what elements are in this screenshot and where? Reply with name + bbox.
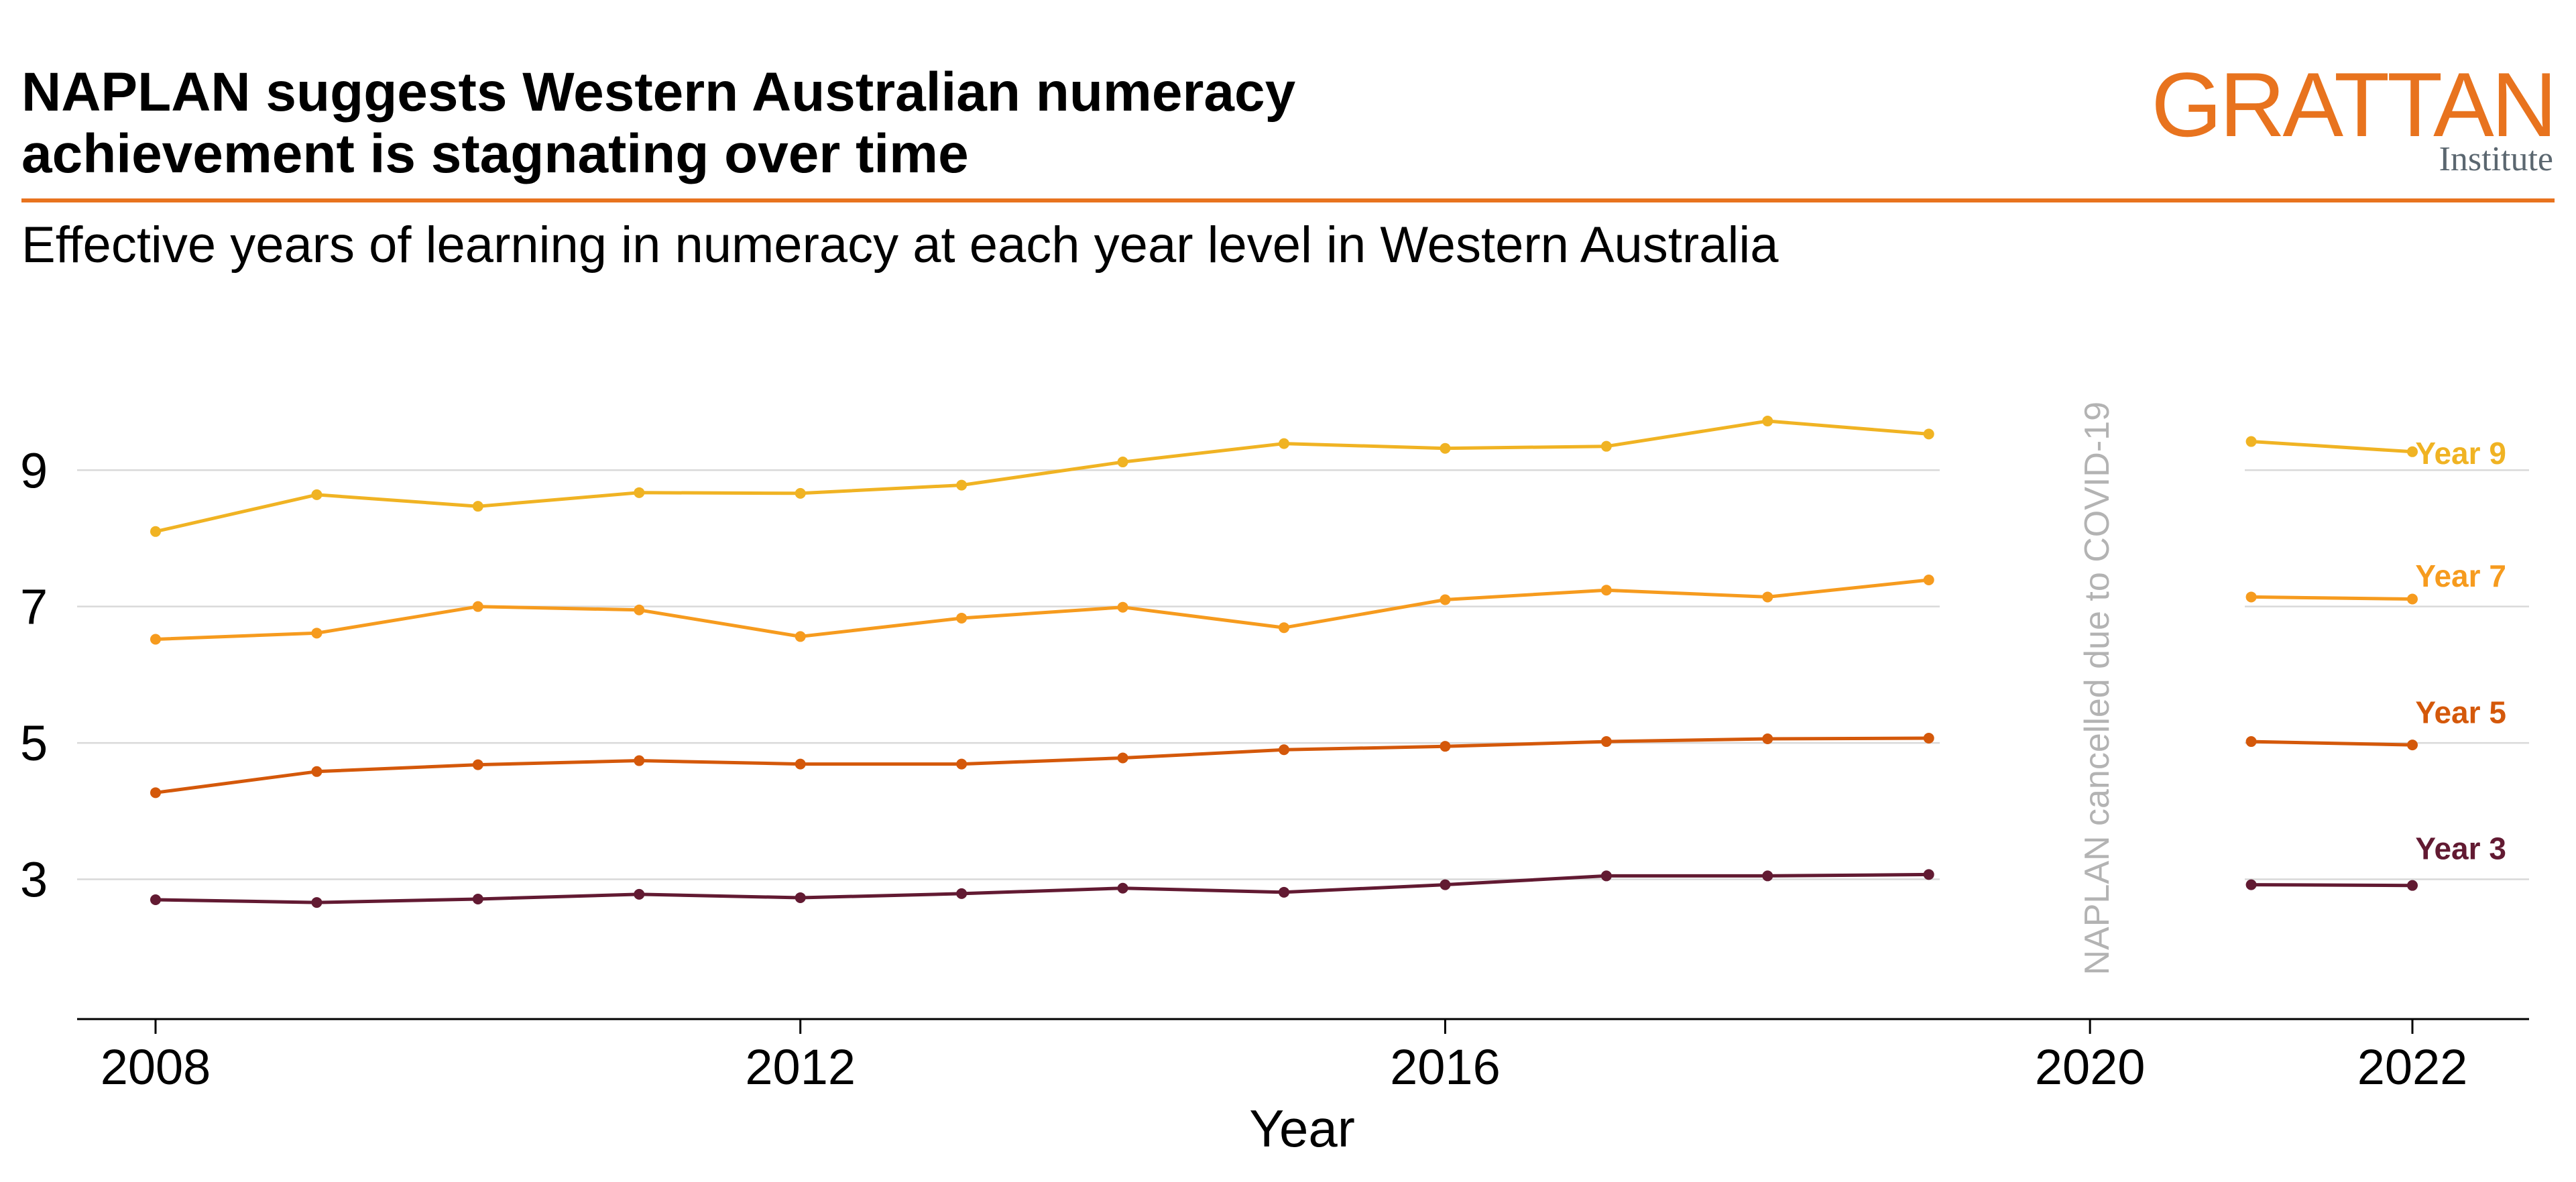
- data-point: [1279, 886, 1289, 898]
- data-point: [1762, 733, 1773, 744]
- series-year-7: [150, 575, 2418, 645]
- data-point: [311, 628, 323, 639]
- data-point: [634, 604, 645, 615]
- data-point: [1923, 428, 1934, 440]
- logo-subtext: Institute: [2439, 140, 2553, 178]
- data-point: [1762, 591, 1773, 603]
- series-label: Year 5: [2415, 695, 2506, 729]
- data-point: [1440, 442, 1451, 454]
- data-point: [150, 894, 161, 906]
- annotations: NAPLAN cancelled due to COVID-19: [2078, 402, 2117, 976]
- data-point: [2407, 880, 2418, 891]
- y-tick-label: 7: [20, 579, 48, 635]
- data-point: [795, 758, 806, 770]
- series-labels: Year 9 Year 7 Year 5 Year 3: [2415, 436, 2506, 866]
- series-label: Year 7: [2415, 558, 2506, 593]
- series-year-5: [150, 732, 2418, 799]
- data-point: [2407, 740, 2418, 751]
- series-line-segment: [2249, 595, 2414, 601]
- data-point: [1279, 438, 1289, 449]
- series-line-segment: [2249, 440, 2414, 454]
- series-label: Year 3: [2415, 831, 2506, 866]
- y-tick-label: 9: [20, 442, 48, 498]
- data-point: [1600, 870, 1612, 882]
- x-axis-title: Year: [1249, 1099, 1355, 1158]
- data-point: [795, 892, 806, 903]
- data-point: [472, 501, 483, 512]
- data-point: [1279, 744, 1289, 756]
- series-lines: [150, 416, 2418, 908]
- data-point: [1923, 575, 1934, 586]
- grid-lines: [77, 469, 2529, 880]
- x-tick-label: 2012: [745, 1039, 856, 1095]
- data-point: [634, 755, 645, 766]
- series-year-9: [150, 416, 2418, 537]
- data-point: [2245, 736, 2257, 748]
- data-point: [472, 893, 483, 904]
- data-point: [2407, 593, 2418, 605]
- data-point: [311, 897, 323, 908]
- data-point: [634, 888, 645, 900]
- series-line-segment: [154, 736, 1931, 794]
- data-point: [2245, 436, 2257, 447]
- data-point: [311, 766, 323, 777]
- data-point: [1600, 736, 1612, 748]
- series-line-segment: [154, 578, 1931, 641]
- data-point: [956, 612, 968, 624]
- data-point: [1923, 732, 1934, 744]
- data-point: [150, 634, 161, 645]
- x-tick-label: 2016: [1390, 1039, 1501, 1095]
- axes: 3 5 7 9 2008 2012 2016 2020 2022 Year: [20, 442, 2529, 1158]
- data-point: [472, 759, 483, 770]
- series-label: Year 9: [2415, 436, 2506, 471]
- series-year-3: [150, 869, 2418, 908]
- covid-annotation: NAPLAN cancelled due to COVID-19: [2078, 402, 2117, 976]
- data-point: [956, 888, 968, 899]
- series-line-segment: [2249, 740, 2414, 747]
- data-point: [1600, 585, 1612, 596]
- data-point: [1117, 457, 1128, 468]
- chart-subtitle: Effective years of learning in numeracy …: [21, 217, 1779, 274]
- data-point: [2245, 591, 2257, 603]
- data-point: [795, 487, 806, 499]
- data-point: [2407, 446, 2418, 457]
- chart-title-line-1: NAPLAN suggests Western Australian numer…: [21, 62, 1296, 123]
- data-point: [795, 631, 806, 642]
- data-point: [1440, 741, 1451, 752]
- data-point: [634, 487, 645, 498]
- logo-wordmark: GRATTAN: [2151, 54, 2557, 156]
- data-point: [1440, 879, 1451, 890]
- y-tick-label: 5: [20, 715, 48, 771]
- data-point: [956, 758, 968, 770]
- series-line-segment: [154, 872, 1931, 904]
- y-tick-label: 3: [20, 852, 48, 908]
- chart-title-line-2: achievement is stagnating over time: [21, 123, 969, 184]
- series-line-segment: [154, 419, 1931, 534]
- data-point: [1440, 594, 1451, 605]
- data-point: [472, 601, 483, 612]
- x-tick-label: 2008: [101, 1039, 211, 1095]
- data-point: [1117, 752, 1128, 764]
- data-point: [1117, 882, 1128, 894]
- series-line-segment: [2249, 883, 2414, 888]
- data-point: [150, 787, 161, 799]
- data-point: [1762, 416, 1773, 427]
- grattan-logo: GRATTAN Institute: [2151, 58, 2557, 178]
- data-point: [956, 479, 968, 491]
- data-point: [311, 489, 323, 500]
- x-tick-label: 2022: [2357, 1039, 2468, 1095]
- data-point: [2245, 879, 2257, 890]
- data-point: [1600, 440, 1612, 452]
- data-point: [1117, 601, 1128, 613]
- data-point: [1762, 870, 1773, 882]
- chart-title: NAPLAN suggests Western Australian numer…: [21, 62, 1497, 185]
- x-tick-label: 2020: [2035, 1039, 2146, 1095]
- data-point: [150, 526, 161, 537]
- header-divider: [21, 198, 2555, 202]
- data-point: [1279, 622, 1289, 634]
- data-point: [1923, 869, 1934, 880]
